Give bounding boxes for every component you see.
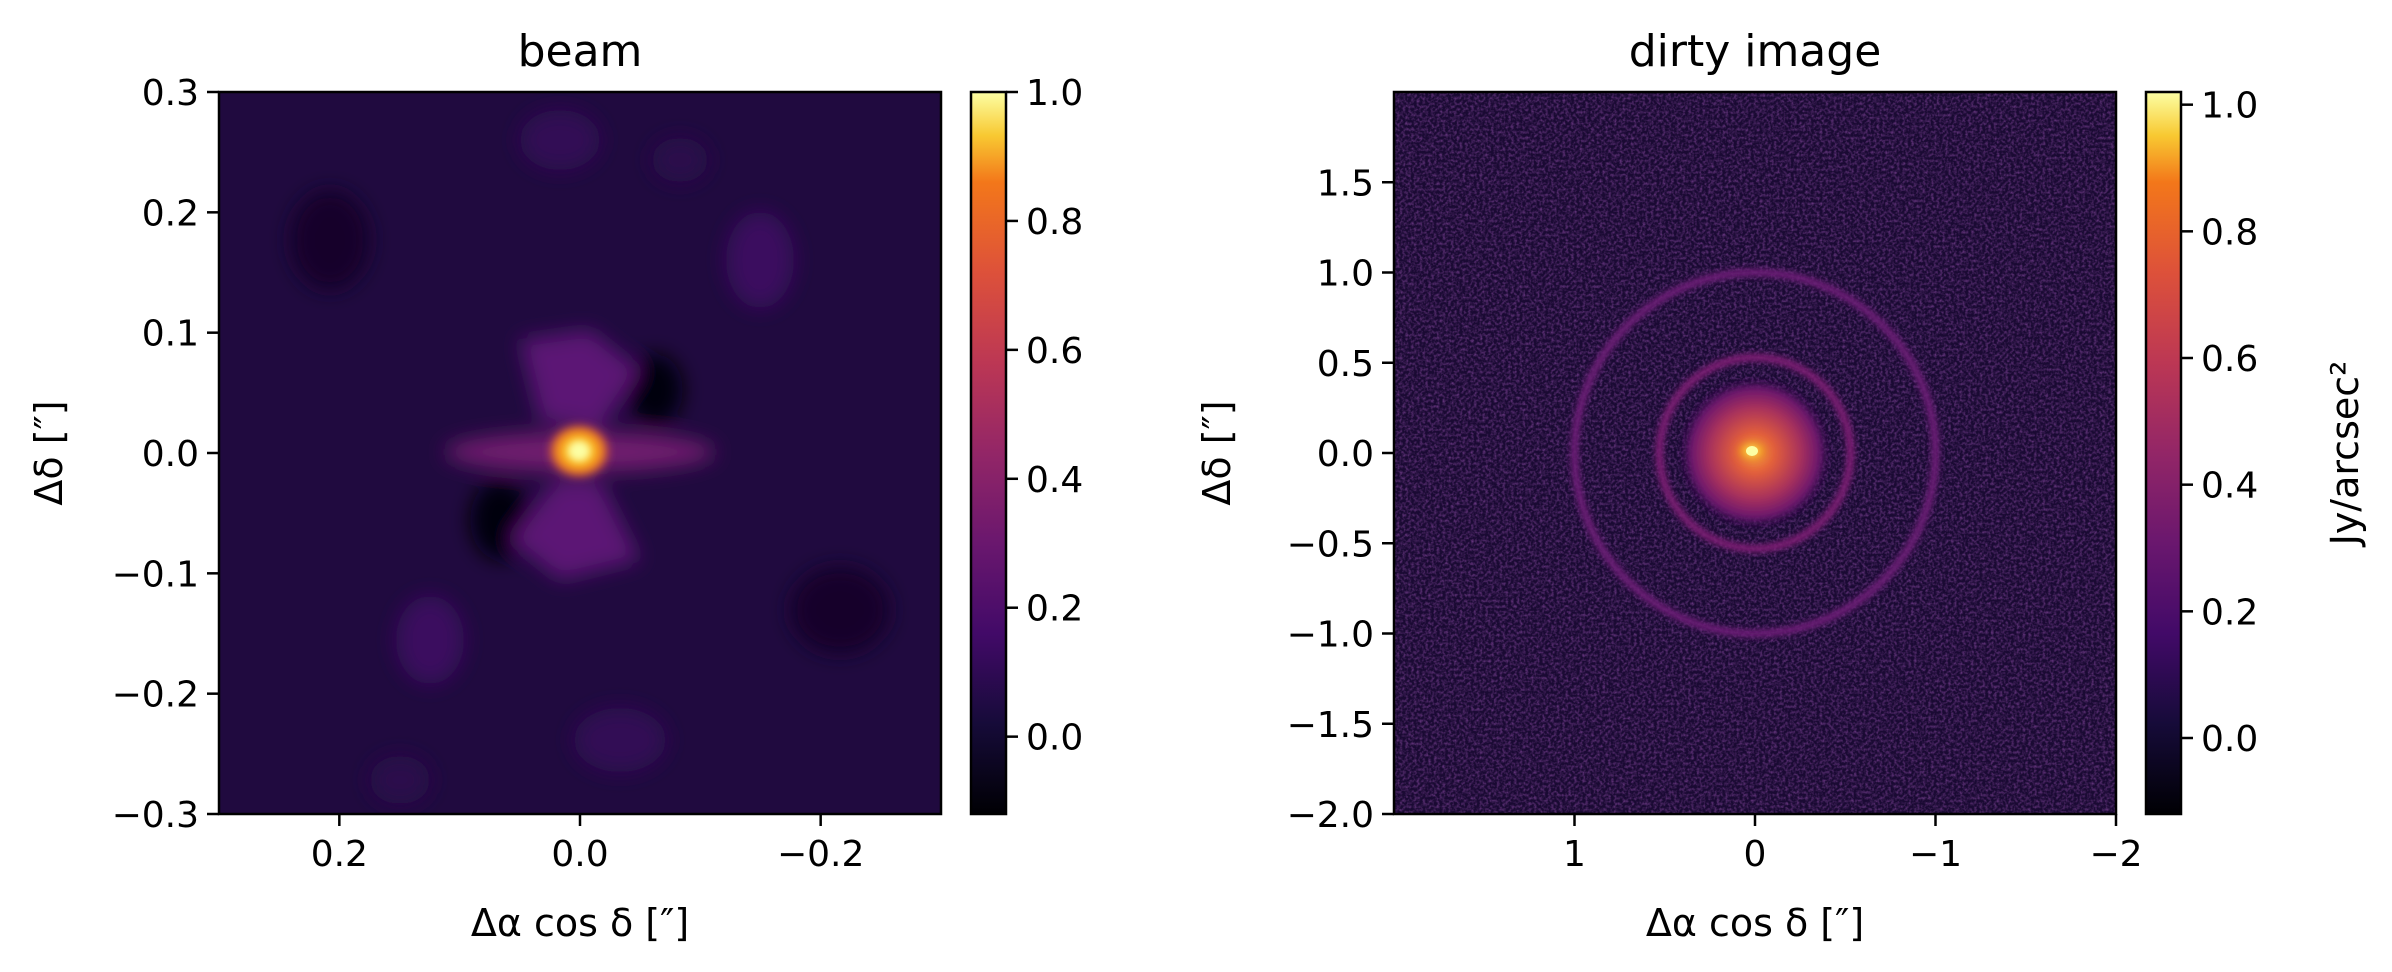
dirty-image-ytick-label: −1.0 <box>1287 615 1374 656</box>
dirty-image-xtick-label: 0 <box>1744 834 1767 875</box>
dirty-image-title: dirty image <box>1629 26 1882 77</box>
beam-xtick-label: −0.2 <box>777 834 864 875</box>
beam-colorbar-tick-label: 0.6 <box>1026 331 1083 372</box>
beam-image <box>219 92 941 814</box>
dirty-image-ytick-label: 1.5 <box>1317 163 1374 204</box>
beam-xtick-label: 0.0 <box>551 834 608 875</box>
dirty-image-xtick-label: −2 <box>2089 834 2142 875</box>
beam-colorbar-tick-label: 1.0 <box>1026 73 1083 114</box>
dirty-image-colorbar-ticks: 0.0 0.2 0.4 0.6 0.8 1.0 <box>2181 86 2258 760</box>
beam-sidelobe <box>396 596 464 684</box>
beam-ytick-label: 0.1 <box>142 314 199 355</box>
dirty-image-colorbar-tick-label: 0.8 <box>2201 212 2258 253</box>
dirty-image-ytick-label: −2.0 <box>1287 795 1374 836</box>
beam-ytick-label: 0.2 <box>142 193 199 234</box>
beam-colorbar-ticks: 0.0 0.2 0.4 0.6 0.8 1.0 <box>1006 73 1083 759</box>
beam-trough <box>627 354 683 426</box>
beam-sidelobe <box>574 708 666 772</box>
beam-ytick-label: −0.3 <box>112 795 199 836</box>
dirty-image-colorbar-tick-label: 0.0 <box>2201 719 2258 760</box>
dirty-image <box>1394 92 2116 814</box>
beam-sidelobe <box>652 138 708 182</box>
beam-lobe <box>520 330 640 430</box>
beam-ytick-label: −0.1 <box>112 554 199 595</box>
beam-peak-core <box>569 442 589 460</box>
beam-panel: beam <box>27 26 1083 945</box>
central-peak-core <box>1746 446 1758 456</box>
beam-xlabel: Δα cos δ [″] <box>471 901 689 945</box>
dirty-image-colorbar <box>2144 90 2183 816</box>
beam-colorbar-tick-label: 0.0 <box>1026 718 1083 759</box>
inner-ring <box>1655 353 1855 553</box>
beam-ytick-label: 0.0 <box>142 434 199 475</box>
dirty-image-colorbar-tick-label: 0.6 <box>2201 339 2258 380</box>
dirty-image-ticks: 1 0 −1 −2 −2.0 −1.5 −1.0 −0.5 0.0 0.5 1.0 1.5 <box>1287 163 2143 875</box>
dirty-image-xlabel: Δα cos δ [″] <box>1646 901 1864 945</box>
dirty-image-ytick-label: −1.5 <box>1287 705 1374 746</box>
beam-colorbar-tick-label: 0.4 <box>1026 460 1083 501</box>
beam-title: beam <box>518 26 643 77</box>
beam-ylabel: Δδ [″] <box>27 400 71 505</box>
dirty-image-ytick-label: 1.0 <box>1317 254 1374 295</box>
beam-sidelobe <box>790 566 890 654</box>
dirty-image-colorbar-tick-label: 1.0 <box>2201 86 2258 127</box>
beam-lobe <box>510 480 640 580</box>
dirty-image-ytick-label: 0.0 <box>1317 434 1374 475</box>
beam-sidelobe <box>520 110 600 170</box>
dirty-image-xtick-label: 1 <box>1563 834 1586 875</box>
beam-sidelobe <box>726 212 794 308</box>
dirty-image-xtick-label: −1 <box>1909 834 1962 875</box>
outer-ring <box>1570 268 1940 638</box>
dirty-image-ylabel: Δδ [″] <box>1195 400 1239 505</box>
beam-colorbar-tick-label: 0.8 <box>1026 202 1083 243</box>
beam-ytick-label: −0.2 <box>112 675 199 716</box>
dirty-image-colorbar-tick-label: 0.4 <box>2201 466 2258 507</box>
beam-xtick-label: 0.2 <box>311 834 368 875</box>
beam-colorbar-tick-label: 0.2 <box>1026 589 1083 630</box>
beam-ticks: 0.2 0.0 −0.2 −0.3 −0.2 −0.1 0.0 0.1 0.2 0.3 <box>112 73 865 875</box>
beam-sidelobe <box>290 190 370 290</box>
dirty-image-colorbar-tick-label: 0.2 <box>2201 592 2258 633</box>
dirty-image-colorbar-label: Jy/arcsec² <box>2323 361 2367 548</box>
dirty-image-ytick-label: 0.5 <box>1317 344 1374 385</box>
dirty-image-panel: dirty image 1 0 −1 −2 −2.0 −1.5 −1.0 −0.5 0.0 0.5… <box>1195 26 2367 945</box>
dirty-image-ytick-label: −0.5 <box>1287 524 1374 565</box>
beam-sidelobe <box>370 756 430 804</box>
beam-ytick-label: 0.3 <box>142 73 199 114</box>
beam-colorbar <box>969 90 1008 816</box>
